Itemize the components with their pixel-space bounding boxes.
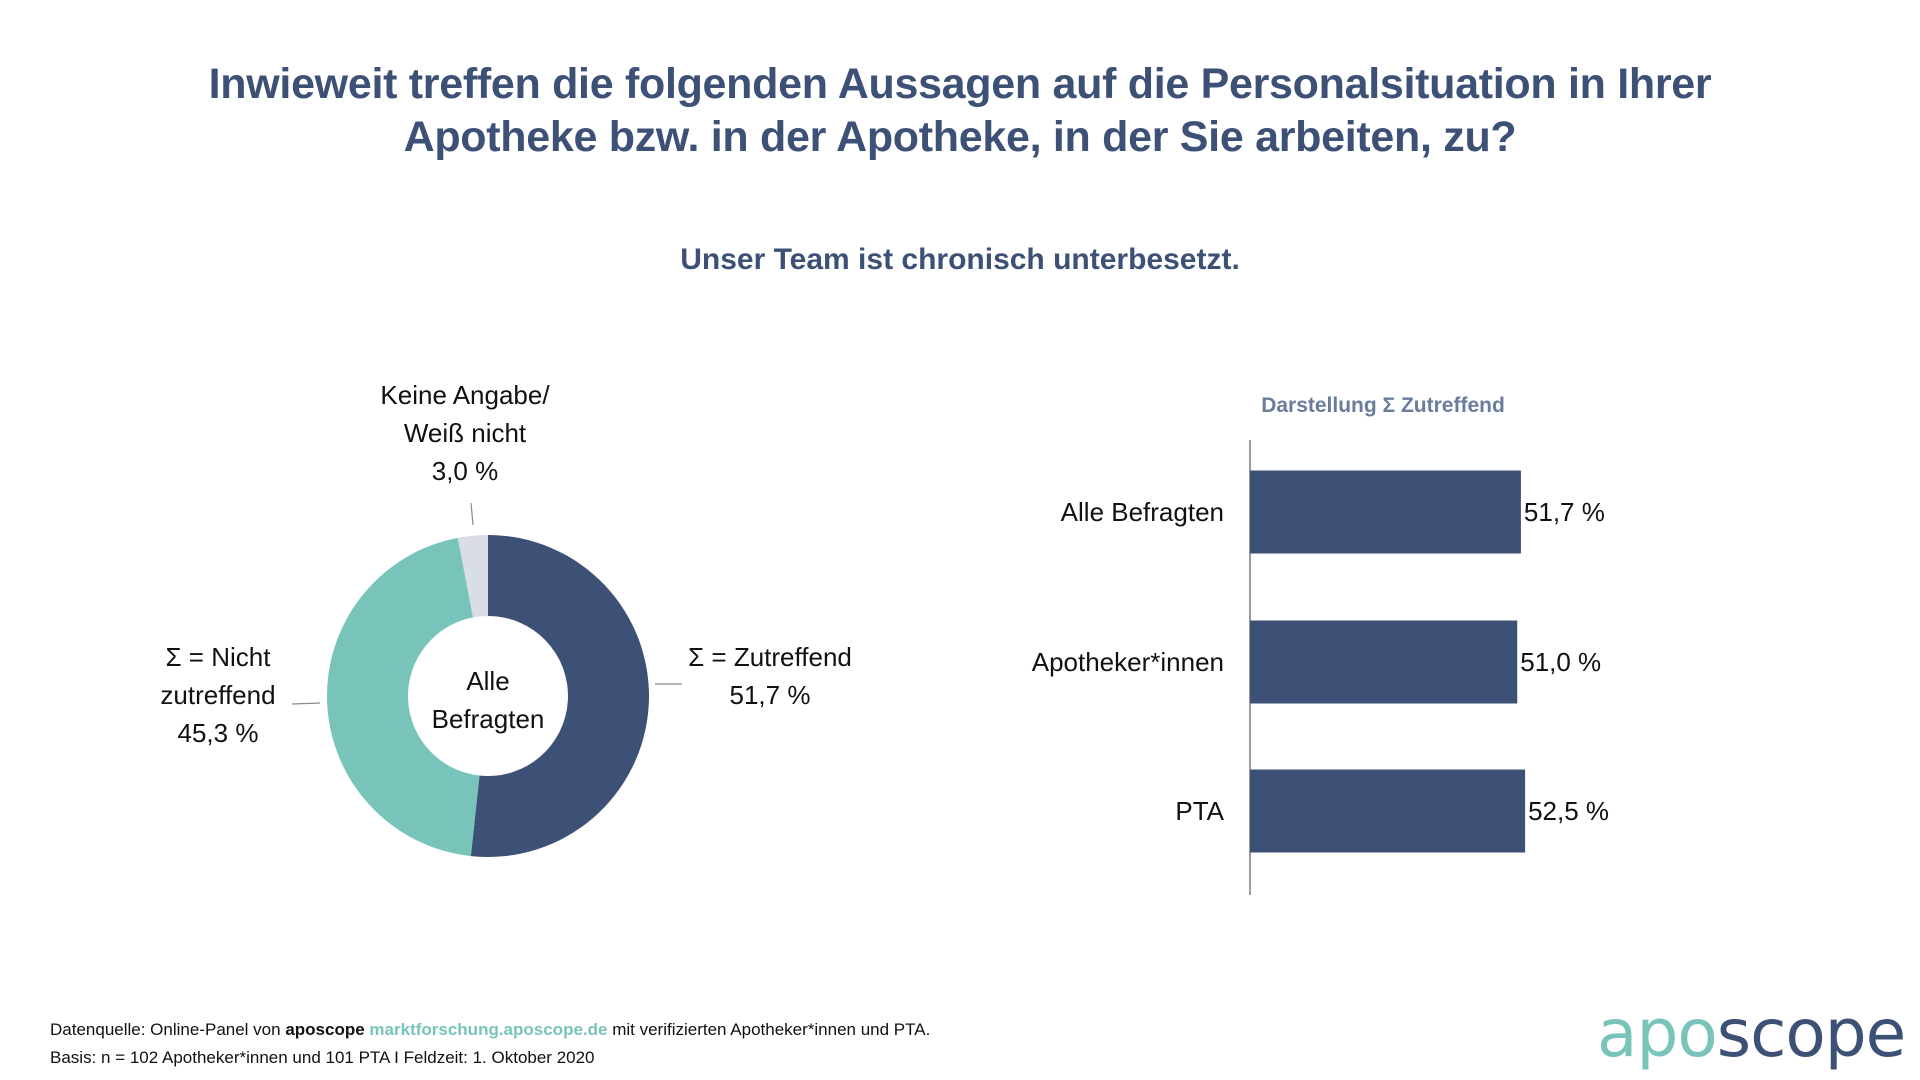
footer-source: Datenquelle: Online-Panel von aposcope m…	[50, 1016, 930, 1072]
donut-slice-keine-angabe-wei-nicht	[457, 535, 488, 618]
footer-source-suffix: mit verifizierten Apotheker*innen und PT…	[607, 1020, 931, 1039]
donut-label-line: Keine Angabe/	[380, 380, 550, 410]
chart-subtitle: Unser Team ist chronisch unterbesetzt.	[680, 243, 1240, 276]
donut-label-keine-angabe-wei-nicht: Keine Angabe/Weiß nicht 3,0 %	[380, 380, 550, 486]
donut-center-line: Alle	[466, 666, 509, 696]
bar-chart-title: Darstellung Σ Zutreffend	[1261, 394, 1505, 417]
donut-slice-nicht-zutreffend	[327, 537, 480, 857]
donut-center-label: Alle Befragten	[432, 666, 545, 734]
donut-label-line: zutreffend	[160, 680, 275, 710]
logo-apo: apo	[1597, 995, 1718, 1072]
bar-chart: Darstellung Σ Zutreffend Alle Befragten 5…	[1032, 394, 1609, 895]
footer-brand: aposcope	[285, 1020, 365, 1039]
aposcope-logo: aposcope	[1597, 995, 1907, 1072]
footer-link[interactable]: marktforschung.aposcope.de	[369, 1020, 608, 1039]
donut-label-line: Σ = Zutreffend	[688, 642, 852, 672]
footer-source-prefix: Datenquelle: Online-Panel von	[50, 1020, 286, 1039]
bar-value-label: 51,0 %	[1520, 647, 1601, 677]
donut-label-line: Weiß nicht	[404, 418, 527, 448]
donut-label-zutreffend: Σ = Zutreffend 51,7 %	[688, 642, 852, 710]
donut-label-line: 3,0 %	[432, 456, 499, 486]
donut-label-line: 51,7 %	[730, 680, 811, 710]
donut-leader-line	[291, 702, 321, 705]
donut-slice-zutreffend	[470, 535, 649, 857]
bar-category-label: Alle Befragten	[1061, 497, 1224, 527]
bar-apotheker-innen	[1250, 620, 1518, 704]
chart-title-line1: Inwieweit treffen die folgenden Aussagen…	[208, 60, 1712, 108]
footer-line2: Basis: n = 102 Apotheker*innen und 101 P…	[50, 1048, 595, 1067]
bar-pta	[1250, 769, 1526, 853]
donut-label-line: Σ = Nicht	[166, 642, 272, 672]
donut-leader-line	[470, 502, 474, 526]
donut-center-line: Befragten	[432, 704, 545, 734]
chart-title-line2: Apotheke bzw. in der Apotheke, in der Si…	[403, 113, 1517, 161]
footer-line1: Datenquelle: Online-Panel von aposcope m…	[50, 1016, 930, 1044]
bar-category-label: PTA	[1175, 796, 1224, 826]
bar-alle-befragten	[1250, 470, 1521, 554]
donut-label-line: 45,3 %	[178, 718, 259, 748]
bar-value-label: 52,5 %	[1528, 796, 1609, 826]
bar-category-label: Apotheker*innen	[1032, 647, 1224, 677]
logo-scope: scope	[1716, 995, 1907, 1072]
bar-value-label: 51,7 %	[1524, 497, 1605, 527]
chart-title: Inwieweit treffen die folgenden Aussagen…	[0, 58, 1920, 164]
donut-label-nicht-zutreffend: Σ = Nicht zutreffend 45,3 %	[160, 642, 275, 748]
donut-chart: Σ = Zutreffend 51,7 % Σ = Nicht zutreffend 4…	[160, 380, 852, 857]
